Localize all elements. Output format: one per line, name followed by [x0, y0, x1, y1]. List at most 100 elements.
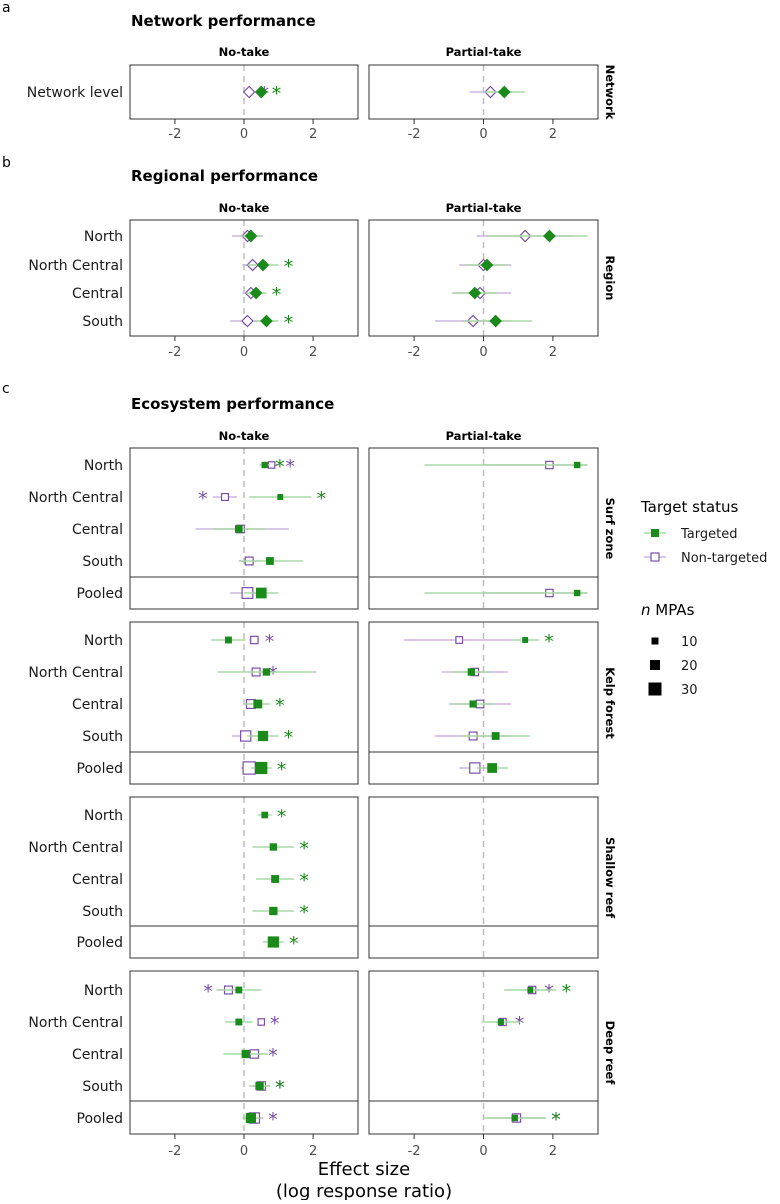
row-label: Central — [72, 697, 123, 713]
targeted-significance-star: * — [299, 870, 309, 892]
targeted-point-square — [261, 811, 269, 819]
column-header: No-take — [219, 45, 270, 59]
targeted-point-square — [269, 843, 278, 851]
targeted-significance-star: * — [299, 902, 309, 924]
x-tick-label: -2 — [408, 1144, 421, 1159]
targeted-point-diamond — [468, 286, 482, 300]
targeted-significance-star: * — [277, 759, 287, 781]
targeted-point-square — [573, 461, 581, 469]
targeted-point-square — [255, 587, 267, 599]
row-label: Pooled — [77, 1111, 123, 1127]
panel-frame — [368, 621, 599, 785]
targeted-significance-star: * — [275, 695, 285, 717]
x-axis-title: Effect size — [318, 1159, 410, 1180]
section-title: Regional performance — [131, 167, 318, 185]
panel-frame — [129, 796, 359, 959]
x-tick-label: 2 — [549, 1144, 557, 1159]
targeted-significance-star: * — [551, 1109, 561, 1131]
targeted-significance-star: * — [299, 838, 309, 860]
non-targeted-significance-star: * — [268, 1045, 278, 1067]
strip-label: Kelp forest — [603, 667, 617, 739]
non-targeted-significance-star: * — [268, 1109, 278, 1131]
legend-size-key — [650, 660, 660, 670]
row-label: North Central — [28, 258, 123, 274]
x-tick-label: 2 — [549, 345, 557, 360]
non-targeted-point-square — [257, 1018, 266, 1026]
targeted-point-square — [277, 494, 284, 500]
row-label: South — [82, 314, 123, 330]
targeted-point-square — [257, 730, 269, 742]
strip-label: Shallow reef — [603, 837, 617, 919]
targeted-significance-star: * — [284, 312, 294, 334]
targeted-point-square — [265, 557, 274, 565]
non-targeted-point-diamond — [242, 85, 256, 99]
targeted-point-diamond — [249, 286, 263, 300]
legend-targeted-key — [651, 529, 659, 537]
row-label: Pooled — [77, 935, 123, 951]
x-tick-label: 2 — [309, 345, 317, 360]
row-label: South — [82, 554, 123, 570]
row-label: South — [82, 729, 123, 745]
targeted-point-diamond — [543, 229, 556, 243]
panel-frame — [368, 447, 599, 610]
x-tick-label: -2 — [168, 1144, 181, 1159]
targeted-point-diamond — [480, 258, 494, 272]
targeted-point-square — [487, 763, 498, 773]
targeted-significance-star: * — [317, 488, 327, 510]
strip-label: Surf zone — [603, 498, 617, 560]
column-header: Partial-take — [446, 429, 522, 443]
targeted-point-square — [527, 987, 534, 993]
targeted-significance-star: * — [284, 727, 294, 749]
column-header: Partial-take — [446, 201, 522, 215]
targeted-point-square — [267, 936, 279, 948]
row-label: North Central — [28, 1015, 123, 1031]
x-tick-label: 0 — [479, 345, 487, 360]
targeted-significance-star: * — [289, 933, 299, 955]
row-label: North — [84, 458, 123, 474]
x-tick-label: 0 — [240, 345, 248, 360]
targeted-point-square — [522, 637, 529, 643]
panel-frame — [368, 796, 599, 959]
row-label: South — [82, 1079, 123, 1095]
strip-label: Region — [603, 256, 617, 301]
legend-title-size: n MPAs — [641, 601, 695, 619]
legend-size-key — [651, 637, 659, 645]
row-label: North Central — [28, 840, 123, 856]
targeted-point-square — [497, 1018, 504, 1026]
non-targeted-significance-star: * — [551, 1109, 561, 1131]
targeted-point-square — [253, 699, 263, 709]
targeted-point-square — [225, 636, 232, 644]
targeted-significance-star: * — [562, 981, 572, 1003]
x-tick-label: 2 — [549, 127, 557, 142]
targeted-point-diamond — [256, 258, 270, 272]
row-label: Network level — [27, 85, 123, 101]
targeted-significance-star: * — [272, 83, 282, 105]
row-label: Central — [72, 1047, 123, 1063]
x-tick-label: 2 — [309, 1144, 317, 1159]
row-label: Central — [72, 286, 123, 302]
non-targeted-significance-star: * — [515, 1013, 525, 1035]
legend-title-n: n — [641, 601, 651, 619]
column-header: Partial-take — [446, 45, 522, 59]
section-title: Network performance — [131, 12, 316, 30]
row-label: North Central — [28, 490, 123, 506]
row-label: Pooled — [77, 586, 123, 602]
non-targeted-significance-star: * — [265, 631, 275, 653]
legend-size-label: 10 — [681, 635, 698, 650]
legend-size-key — [648, 682, 662, 696]
targeted-point-square — [235, 1018, 243, 1026]
strip-label: Deep reef — [603, 1021, 617, 1086]
x-axis-title-units: (log response ratio) — [276, 1181, 452, 1200]
legend-size-label: 20 — [681, 659, 698, 674]
non-targeted-significance-star: * — [544, 981, 554, 1003]
strip-label: Network — [603, 65, 617, 120]
targeted-point-square — [235, 986, 243, 994]
targeted-significance-star: * — [272, 284, 282, 306]
row-label: Pooled — [77, 761, 123, 777]
targeted-point-square — [235, 525, 243, 533]
x-tick-label: -2 — [168, 345, 181, 360]
targeted-significance-star: * — [544, 631, 554, 653]
non-targeted-significance-star: * — [270, 1013, 280, 1035]
targeted-point-square — [245, 1112, 257, 1124]
targeted-point-diamond — [244, 229, 258, 243]
